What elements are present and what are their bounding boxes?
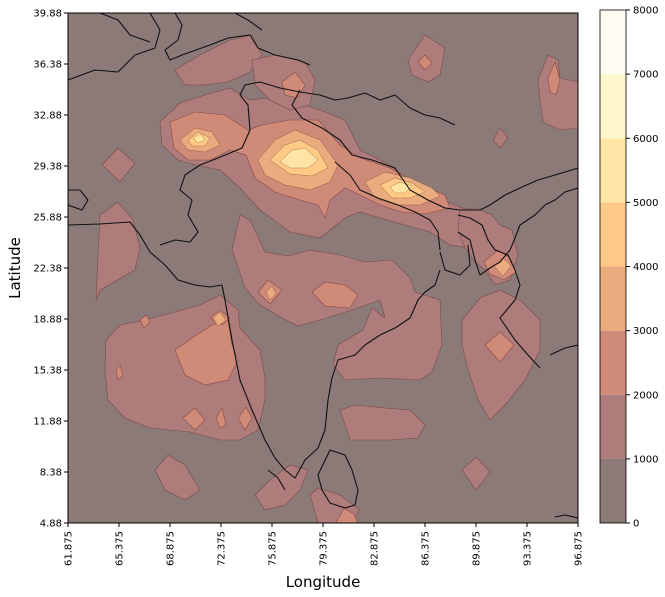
y-tick-label: 8.38 (40, 468, 62, 479)
x-tick-label: 61.875 (64, 531, 75, 566)
x-tick-label: 75.875 (268, 531, 279, 566)
colorbar-tick-label: 3000 (633, 326, 658, 337)
x-tick-label: 82.875 (370, 531, 381, 566)
colorbar-tick-label: 2000 (633, 390, 658, 401)
x-tick-label: 68.875 (166, 531, 177, 566)
x-tick-label: 86.375 (421, 531, 432, 566)
colorbar-tick-label: 6000 (633, 134, 658, 145)
y-tick-label: 39.88 (33, 9, 62, 20)
y-tick-label: 36.38 (33, 60, 62, 71)
colorbar-segment (600, 74, 626, 139)
colorbar-tick-label: 1000 (633, 454, 658, 465)
y-tick-label: 32.88 (33, 111, 62, 122)
x-tick-label: 79.375 (319, 531, 330, 566)
y-axis: 4.88 8.38 11.88 15.38 18.88 22.38 25.88 29.38 32… (33, 9, 68, 530)
plot-area (68, 13, 578, 523)
colorbar-tick-label: 7000 (633, 70, 658, 81)
y-axis-label: Latitude (6, 237, 24, 299)
y-tick-label: 25.88 (33, 213, 62, 224)
colorbar-segment (600, 266, 626, 331)
colorbar-segment (600, 394, 626, 459)
colorbar-segment (600, 202, 626, 267)
colorbar-tick-label: 0 (633, 519, 639, 530)
x-axis: 61.875 65.375 68.875 72.375 75.875 79.375 82.8… (64, 523, 585, 566)
x-axis-label: Longitude (286, 573, 361, 591)
y-tick-label: 22.38 (33, 264, 62, 275)
y-tick-label: 4.88 (40, 519, 62, 530)
x-tick-label: 65.375 (115, 531, 126, 566)
y-tick-label: 15.38 (33, 366, 62, 377)
y-tick-label: 18.88 (33, 315, 62, 326)
x-tick-label: 89.875 (472, 531, 483, 566)
x-tick-label: 72.375 (217, 531, 228, 566)
colorbar-segment (600, 330, 626, 395)
y-tick-label: 29.38 (33, 162, 62, 173)
colorbar-tick-label: 5000 (633, 198, 658, 209)
colorbar-tick-label: 4000 (633, 262, 658, 273)
colorbar-segment (600, 458, 626, 523)
coastline-borders (68, 13, 578, 519)
colorbar-tick-label: 8000 (633, 6, 658, 17)
x-tick-label: 93.375 (523, 531, 534, 566)
y-tick-label: 11.88 (33, 417, 62, 428)
colorbar: 0 1000 2000 3000 4000 5000 6000 7000 8000 (599, 6, 658, 530)
colorbar-segment (600, 138, 626, 203)
colorbar-segment (600, 10, 626, 75)
x-tick-label: 96.875 (574, 531, 585, 566)
